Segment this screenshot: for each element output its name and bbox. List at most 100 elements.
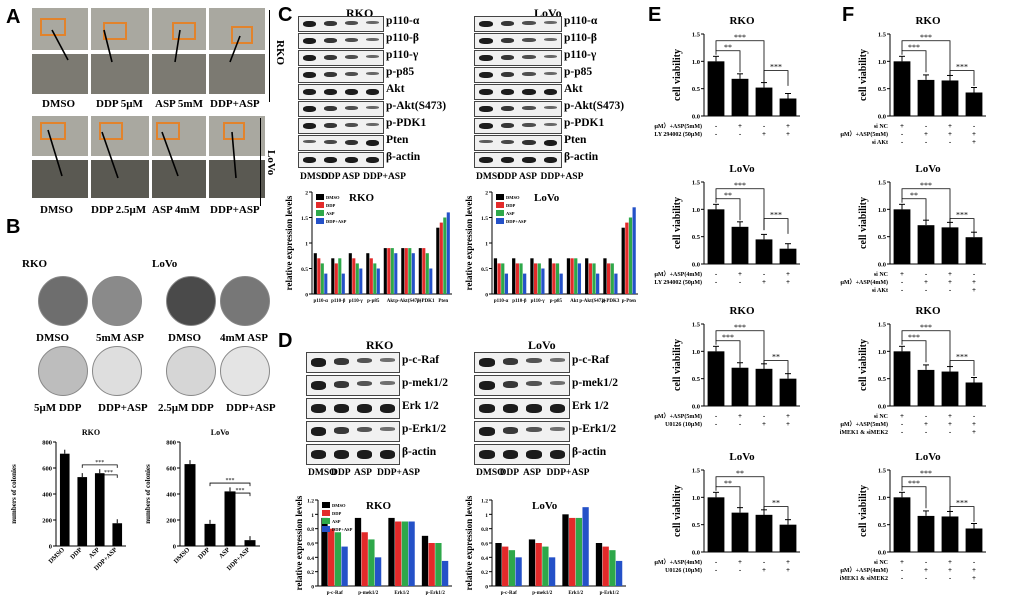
sig-bracket [949, 218, 975, 234]
treatment-label: si NC [874, 124, 888, 130]
band-label: p-PDK1 [386, 117, 427, 129]
treatment-sign: - [925, 558, 928, 566]
bar [625, 222, 629, 294]
legend-label: ASP [326, 211, 335, 216]
bar [321, 517, 328, 586]
mapk-expression-chart-lovo: 0 0.2 0.4 0.6 0.8 1 1.2 relative expression lev… [464, 495, 626, 596]
treatment-label: DDP（5μM）+ASP(5mM) [654, 122, 702, 130]
cell-line-label: RKO [22, 258, 48, 270]
blot-band [543, 105, 557, 109]
band-label: p110-γ [564, 49, 597, 61]
sig-mark: ** [910, 191, 918, 200]
treatment-sign: - [901, 138, 904, 146]
sig-mark: *** [956, 63, 968, 72]
treatment-sign: - [739, 278, 742, 286]
treatment-sign: - [925, 122, 928, 130]
panel-label-d: D [278, 330, 293, 352]
sig-mark: *** [908, 333, 920, 342]
sig-bracket [901, 40, 951, 83]
bar [334, 263, 338, 294]
lane-label: ASP [519, 172, 537, 182]
blot-strip [474, 375, 570, 396]
sig-bracket [763, 360, 789, 376]
bar [348, 253, 352, 294]
dish-label: DMSO [36, 332, 69, 344]
blot-strip [474, 67, 562, 83]
colony-dish [220, 346, 270, 396]
dish-label: 5mM ASP [96, 332, 144, 344]
treatment-sign: - [715, 566, 718, 574]
blot-band [543, 139, 557, 147]
bar [893, 351, 911, 406]
band-label: Pten [564, 134, 587, 146]
colony-dish [92, 276, 142, 326]
treatment-sign: - [901, 566, 904, 574]
band-label: p-p85 [564, 66, 593, 78]
bar [533, 263, 538, 294]
blot-band [543, 122, 557, 126]
sig-mark: ** [724, 43, 732, 52]
bar [541, 268, 545, 294]
y-tick-label: 0.5 [878, 522, 887, 529]
y-tick-label: 800 [42, 440, 52, 447]
blot-band [303, 88, 316, 96]
blot-band [502, 358, 518, 365]
lane-label: DDP [321, 172, 341, 182]
sig-mark: *** [734, 33, 746, 42]
bar [502, 546, 509, 586]
x-tick-label: p-mek1/2 [532, 591, 553, 596]
bar [331, 258, 335, 294]
blot-band [500, 20, 514, 26]
sig-bracket [901, 188, 951, 231]
micrograph [152, 116, 206, 156]
bar [387, 248, 391, 294]
treatment-sign: + [948, 412, 952, 420]
bar [542, 546, 549, 586]
treatment-sign: + [924, 130, 928, 138]
sig-bracket [949, 360, 975, 376]
condition-label: DMSO [40, 204, 73, 216]
sig-bracket [715, 188, 765, 231]
bar [917, 369, 935, 406]
y-tick-label: 400 [166, 492, 176, 499]
blot-band [522, 139, 536, 146]
y-tick-label: 1.0 [878, 495, 886, 502]
x-tick-label: p-c-Raf [327, 591, 343, 596]
legend-swatch [322, 526, 330, 532]
band-label: Akt [564, 83, 583, 95]
sig-bracket [901, 340, 927, 363]
panel-label-a: A [6, 6, 21, 28]
condition-label: DDP+ASP [210, 204, 260, 216]
legend-swatch [322, 502, 330, 508]
blot-band [311, 381, 326, 390]
bar [779, 98, 797, 116]
y-axis-label: cell viability [672, 339, 683, 391]
blot-band [500, 139, 514, 145]
bar [395, 521, 402, 586]
blot-strip [474, 33, 562, 49]
treatment-label: DDP（5μM）+ASP(5mM) [840, 130, 888, 138]
treatment-sign: + [948, 122, 952, 130]
blot-band [479, 358, 495, 367]
bar [917, 515, 935, 552]
micrograph [32, 116, 88, 156]
chart-title: LoVo [729, 163, 755, 175]
treatment-sign: + [762, 420, 766, 428]
blot-band [479, 20, 493, 28]
treatment-sign: - [901, 130, 904, 138]
blot-band [311, 427, 326, 436]
bar [425, 253, 429, 294]
bar [917, 79, 935, 116]
chart-title: LoVo [211, 428, 229, 437]
bar [588, 263, 592, 294]
blot-band [324, 20, 337, 26]
y-tick-label: 0.8 [307, 527, 314, 533]
treatment-sign: - [715, 420, 718, 428]
bar [422, 248, 426, 294]
treatment-sign: + [900, 122, 904, 130]
colony-dish [166, 276, 216, 326]
treatment-sign: - [763, 412, 766, 420]
legend-swatch [316, 194, 324, 200]
bar [94, 473, 105, 546]
